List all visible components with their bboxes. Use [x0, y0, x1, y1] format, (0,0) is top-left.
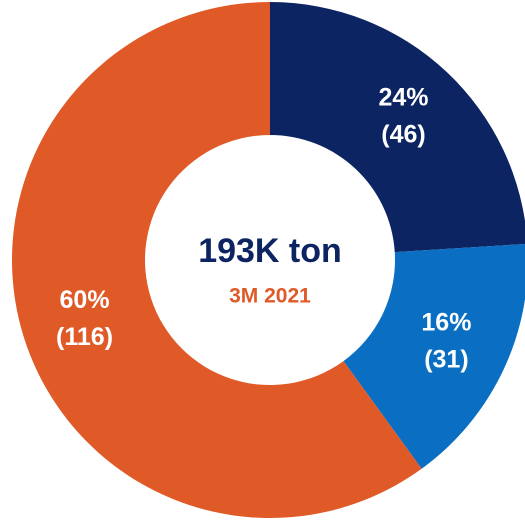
segment-count-label: (31) — [424, 346, 468, 374]
donut-segment — [270, 2, 525, 253]
segment-count-label: (46) — [381, 120, 425, 148]
center-subtitle: 3M 2021 — [229, 285, 311, 308]
segment-count-label: (116) — [56, 323, 113, 351]
segments — [11, 2, 525, 519]
donut-segment — [11, 2, 422, 519]
donut-segment — [343, 243, 525, 469]
segment-percent-label: 24% — [378, 83, 428, 111]
segment-percent-label: 16% — [421, 309, 471, 337]
segment-percent-label: 60% — [60, 286, 110, 314]
center-title: 193K ton — [198, 232, 342, 270]
